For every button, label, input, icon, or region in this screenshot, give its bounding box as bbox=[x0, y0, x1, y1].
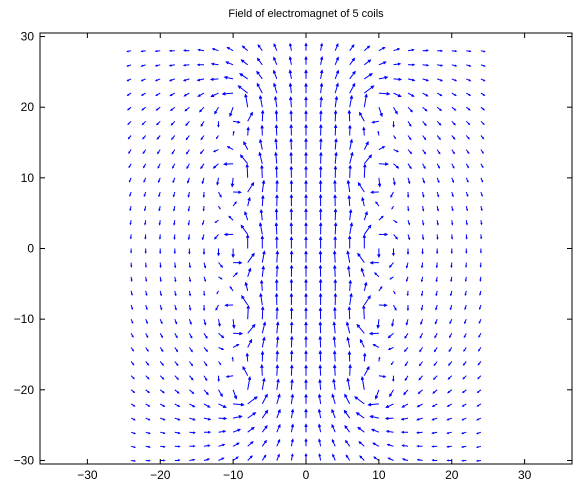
x-tick-label: 10 bbox=[372, 468, 386, 482]
y-tick-label: −10 bbox=[14, 312, 35, 326]
y-tick-label: −30 bbox=[14, 453, 35, 467]
field-arrow bbox=[131, 249, 132, 253]
y-tick-label: 10 bbox=[21, 171, 35, 185]
x-tick-label: −10 bbox=[223, 468, 244, 482]
y-tick-label: −20 bbox=[14, 383, 35, 397]
field-arrow bbox=[174, 249, 175, 254]
field-arrow bbox=[437, 249, 438, 254]
x-tick-label: −20 bbox=[150, 468, 171, 482]
chart-title: Field of electromagnet of 5 coils bbox=[228, 8, 384, 20]
x-tick-label: −30 bbox=[77, 468, 98, 482]
y-tick-label: 20 bbox=[21, 100, 35, 114]
y-tick-label: 0 bbox=[27, 242, 34, 256]
x-tick-label: 20 bbox=[445, 468, 459, 482]
x-tick-label: 30 bbox=[518, 468, 532, 482]
field-arrow bbox=[480, 249, 481, 253]
x-tick-label: 0 bbox=[303, 468, 310, 482]
field-arrow bbox=[189, 249, 190, 254]
y-tick-label: 30 bbox=[21, 30, 35, 44]
field-arrow bbox=[422, 249, 423, 254]
